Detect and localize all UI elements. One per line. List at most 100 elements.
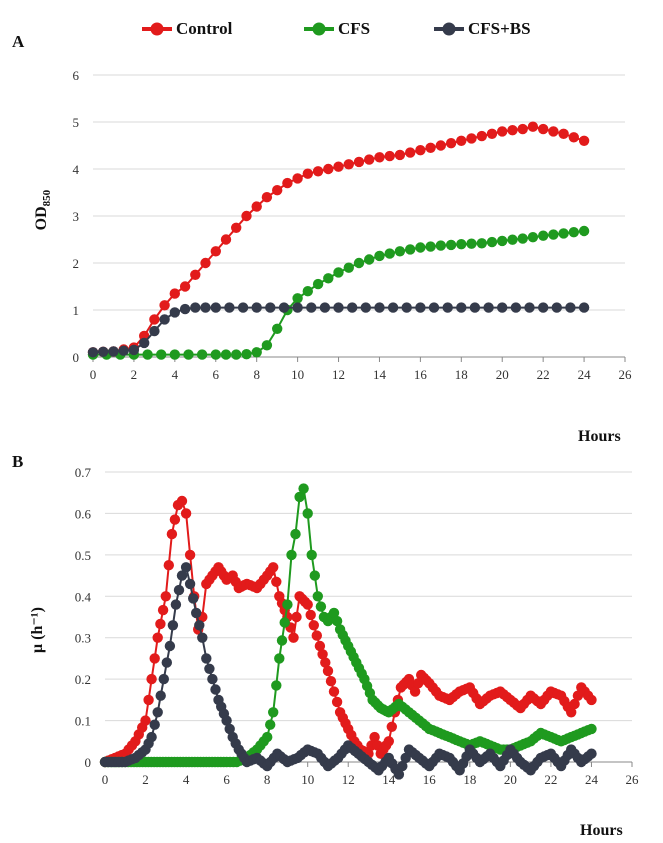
panel-b-data-point-control	[143, 694, 154, 706]
panel-b-data-point-control	[288, 632, 299, 643]
panel-b-data-point-cfs-bs	[146, 731, 157, 743]
legend-marker-cfs	[304, 22, 334, 36]
panel-b-data-point-control	[386, 721, 397, 732]
panel-a-x-tick-label: 20	[496, 367, 509, 382]
panel-b-y-tick-label: 0.5	[75, 548, 91, 563]
panel-a-data-point-control	[312, 166, 324, 177]
panel-b-x-tick-label: 2	[142, 772, 149, 787]
panel-a-data-point-cfs	[374, 250, 385, 262]
panel-a-data-point-cfs	[353, 257, 365, 269]
panel-a-y-tick-label: 0	[73, 350, 80, 365]
panel-b-data-point-cfs	[315, 601, 327, 612]
panel-b-data-point-cfs-bs	[164, 640, 176, 652]
panel-a-data-point-control	[323, 163, 334, 175]
panel-a-data-point-cfs-bs	[265, 302, 276, 313]
panel-b-x-tick-label: 26	[626, 772, 640, 787]
panel-a-x-tick-label: 24	[578, 367, 592, 382]
panel-a-data-point-cfs-bs	[128, 344, 140, 356]
panel-b-data-point-cfs	[586, 723, 597, 735]
panel-b-data-point-cfs	[312, 591, 323, 602]
panel-a-data-point-cfs-bs	[387, 302, 399, 313]
panel-b-x-tick-label: 4	[183, 772, 190, 787]
panel-a-data-point-cfs	[497, 235, 508, 247]
panel-a-data-point-control	[200, 257, 211, 269]
panel-a-data-point-control	[578, 135, 590, 146]
panel-b-y-tick-label: 0.2	[75, 672, 91, 687]
legend-marker-control	[142, 22, 172, 36]
panel-b-data-point-control	[569, 698, 580, 710]
panel-a-data-point-cfs-bs	[210, 302, 221, 313]
panel-b-data-point-cfs	[306, 549, 317, 561]
panel-b-data-point-control	[314, 640, 326, 652]
panel-a-x-tick-label: 10	[291, 367, 304, 382]
panel-a-data-point-cfs-bs	[538, 302, 549, 313]
panel-b-x-tick-label: 8	[264, 772, 271, 787]
panel-a-data-point-cfs-bs	[149, 325, 160, 337]
panel-a-data-point-control	[548, 126, 559, 137]
panel-a-data-point-control	[149, 314, 160, 325]
panel-b-x-tick-label: 20	[504, 772, 517, 787]
panel-a-ylabel-main: OD	[32, 206, 50, 231]
panel-a-data-point-cfs-bs	[483, 302, 494, 313]
panel-a-data-point-control	[272, 185, 283, 196]
panel-b-data-point-control	[291, 611, 302, 623]
panel-a-xlabel: Hours	[578, 428, 621, 445]
panel-a-data-point-control	[466, 133, 477, 144]
panel-a-x-tick-label: 4	[172, 367, 179, 382]
panel-a-data-point-cfs	[364, 254, 375, 265]
panel-a-data-point-cfs-bs	[139, 337, 150, 349]
panel-a-x-tick-label: 12	[332, 367, 345, 382]
panel-a-data-point-cfs	[558, 228, 569, 239]
panel-b-y-tick-label: 0.4	[75, 589, 92, 604]
panel-b-data-point-cfs	[262, 731, 273, 743]
panel-b-x-tick-label: 12	[342, 772, 355, 787]
panel-a-data-point-cfs-bs	[118, 345, 129, 356]
panel-a-data-point-control	[333, 161, 344, 172]
panel-b-data-point-control	[155, 618, 166, 630]
panel-a-data-point-cfs	[142, 349, 153, 360]
panel-a-data-point-cfs-bs	[190, 302, 201, 313]
panel-a-data-point-control	[190, 269, 201, 280]
panel-b-data-point-control	[369, 731, 380, 743]
panel-b-y-tick-label: 0	[85, 755, 92, 770]
panel-a-x-tick-label: 6	[213, 367, 220, 382]
panel-a-x-tick-label: 18	[455, 367, 468, 382]
panel-b-data-point-control	[331, 696, 343, 708]
panel-a-data-point-cfs-bs	[179, 303, 191, 315]
panel-b-data-point-cfs-bs	[397, 760, 408, 772]
panel-b-data-point-cfs-bs	[221, 715, 232, 726]
panel-a-data-point-control	[415, 145, 426, 156]
panel-b-data-point-cfs	[302, 508, 313, 519]
panel-b-data-point-control	[184, 549, 196, 561]
panel-b-y-tick-label: 0.6	[75, 506, 92, 521]
panel-a-data-point-cfs-bs	[347, 302, 358, 313]
panel-b-data-point-control	[140, 715, 151, 726]
panel-a-data-point-cfs	[261, 340, 273, 351]
panel-a-data-point-cfs-bs	[551, 302, 562, 313]
panel-b-data-point-cfs	[279, 617, 290, 628]
panel-a-data-point-cfs	[456, 239, 467, 250]
panel-b-data-point-control	[383, 736, 394, 747]
panel-b-data-point-control	[149, 653, 160, 664]
panel-b-data-point-cfs	[268, 707, 279, 718]
panel-b-data-point-cfs-bs	[224, 723, 235, 735]
panel-b-data-point-cfs-bs	[201, 653, 212, 664]
panel-a-data-point-control	[384, 150, 395, 162]
panel-a-x-tick-label: 2	[131, 367, 138, 382]
panel-a-data-point-cfs-bs	[456, 302, 467, 313]
panel-b-data-point-control	[169, 514, 181, 525]
panel-a-data-point-cfs-bs	[169, 307, 180, 318]
panel-b-y-tick-label: 0.3	[75, 631, 91, 646]
panel-a-data-point-cfs	[405, 244, 416, 255]
panel-b-data-point-control	[176, 495, 188, 507]
panel-a-data-point-control	[169, 288, 180, 299]
panel-a-data-point-control	[179, 281, 191, 292]
panel-a-data-point-cfs-bs	[428, 302, 440, 313]
panel-b-data-point-cfs	[309, 570, 320, 581]
panel-a-data-point-control	[456, 135, 467, 146]
panel-a-data-point-cfs-bs	[278, 302, 290, 313]
panel-a-data-point-cfs	[251, 347, 262, 358]
panel-b-data-point-control	[320, 657, 331, 668]
legend-marker-cfs-bs	[434, 22, 464, 36]
panel-a-data-point-control	[445, 138, 457, 149]
